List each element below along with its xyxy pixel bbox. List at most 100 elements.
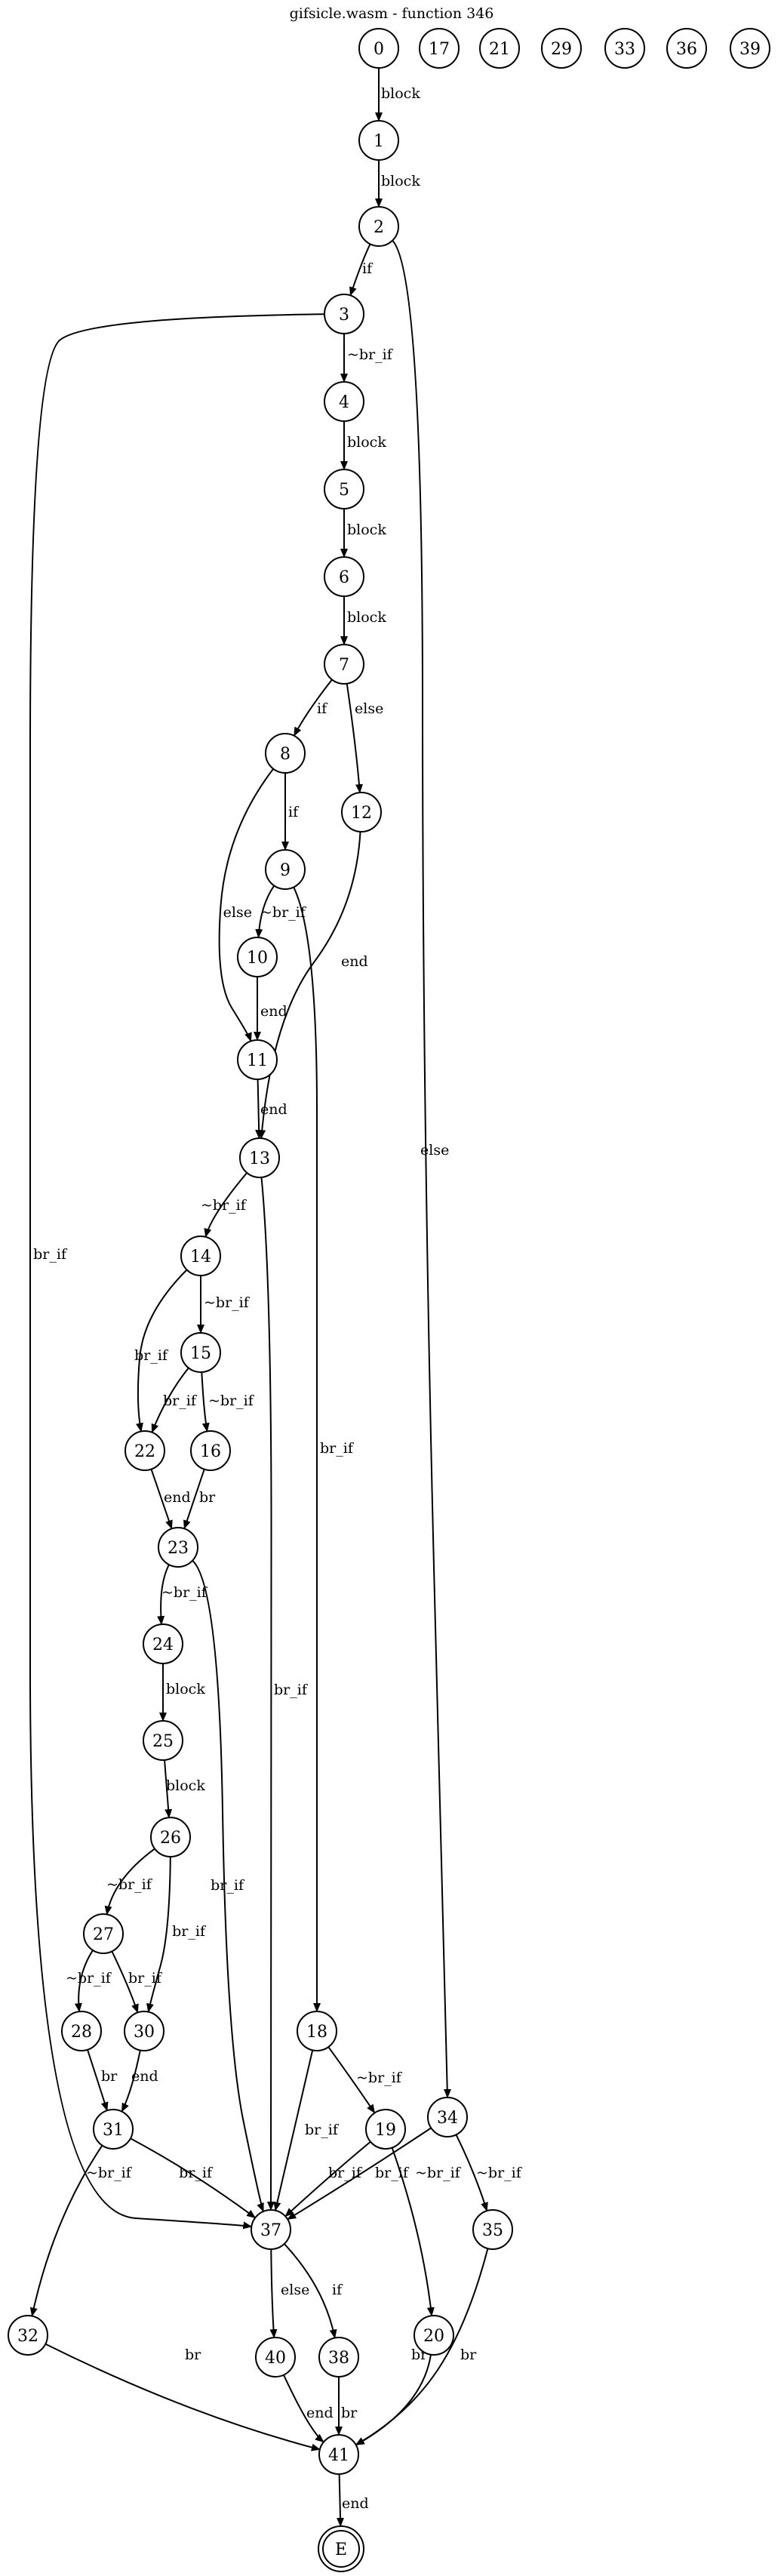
edge-label-10-11: end — [260, 1003, 287, 1020]
node-14: 14 — [180, 1236, 221, 1276]
edge-label-26-27: ~br_if — [106, 1876, 153, 1893]
edge-19-37 — [284, 2141, 371, 2217]
node-circle — [358, 28, 399, 69]
edge-31-37 — [130, 2137, 256, 2219]
node-label: 14 — [190, 1248, 211, 1266]
node-circle — [358, 120, 399, 161]
edge-label-3-4: ~br_if — [347, 346, 394, 363]
node-6: 6 — [324, 556, 364, 597]
node-circle — [143, 1720, 183, 1761]
node-circle — [666, 28, 707, 69]
node-label: 22 — [134, 1442, 155, 1461]
node-32: 32 — [8, 2315, 48, 2356]
edge-40-41 — [283, 2374, 324, 2443]
node-E: E — [318, 2525, 364, 2572]
node-circle — [251, 2209, 291, 2250]
edge-label-9-18: br_if — [320, 1440, 355, 1457]
node-5: 5 — [324, 469, 364, 509]
edge-13-14 — [204, 1172, 248, 1238]
edge-label-layer: blockblockifelse~br_ifbr_ifblockblockblo… — [33, 85, 523, 2512]
edge-label-30-31: end — [131, 2068, 158, 2085]
node-circle — [324, 381, 364, 422]
node-label: 40 — [265, 2349, 286, 2368]
edge-label-12-13: end — [341, 953, 368, 970]
edge-13-37 — [260, 1177, 275, 2211]
node-24: 24 — [143, 1623, 183, 1664]
node-label: 26 — [160, 1829, 181, 1848]
node-19: 19 — [365, 2109, 406, 2150]
node-20: 20 — [414, 2315, 454, 2356]
node-11: 11 — [237, 1039, 278, 1080]
edge-label-37-38: if — [332, 2282, 343, 2298]
node-label: 13 — [249, 1150, 270, 1168]
node-2: 2 — [358, 206, 399, 247]
node-label: 21 — [489, 40, 510, 59]
node-circle — [8, 2315, 48, 2356]
edge-label-35-41: br — [460, 2347, 477, 2363]
node-label: 16 — [200, 1442, 221, 1461]
node-label: 17 — [429, 40, 450, 59]
edge-label-26-30: br_if — [172, 1923, 207, 1940]
node-label: 7 — [339, 656, 349, 675]
node-circle — [239, 1137, 280, 1178]
edge-28-31 — [87, 2049, 109, 2112]
edge-label-28-31: br — [101, 2068, 118, 2085]
node-circle — [541, 28, 582, 69]
node-18: 18 — [297, 2011, 337, 2051]
node-circle — [479, 28, 520, 69]
node-label: 18 — [306, 2023, 327, 2042]
edge-label-15-22: br_if — [163, 1393, 198, 1409]
edge-label-2-34: else — [420, 1142, 449, 1159]
edge-26-27 — [104, 1848, 155, 1916]
node-circle — [237, 1039, 278, 1080]
node-label: 20 — [423, 2327, 444, 2346]
node-label: 6 — [339, 568, 349, 587]
node-circle — [265, 849, 306, 890]
node-circle — [604, 28, 645, 69]
edge-23-24 — [157, 1564, 170, 1626]
node-label: 38 — [328, 2349, 349, 2368]
edge-label-18-19: ~br_if — [356, 2070, 403, 2086]
node-36: 36 — [666, 28, 707, 69]
node-circle — [318, 2337, 359, 2377]
node-label: 32 — [17, 2327, 38, 2346]
node-26: 26 — [150, 1817, 191, 1857]
edge-26-30 — [146, 1856, 171, 2013]
edge-8-11 — [218, 768, 275, 1042]
edge-15-16 — [201, 1371, 210, 1433]
node-label: 25 — [152, 1732, 174, 1751]
edge-7-8 — [293, 679, 333, 737]
edge-label-2-3: if — [362, 260, 374, 277]
edge-16-23 — [183, 1469, 205, 1530]
node-circle — [150, 1817, 191, 1857]
edge-30-31 — [121, 2050, 141, 2113]
node-15: 15 — [180, 1332, 221, 1373]
edge-label-25-26: block — [166, 1777, 205, 1794]
node-label: 23 — [168, 1539, 189, 1558]
edge-7-12 — [346, 683, 363, 794]
node-circle — [414, 2315, 454, 2356]
edge-label-6-7: block — [347, 609, 386, 626]
edge-label-13-14: ~br_if — [201, 1197, 247, 1214]
edge-label-11-13: end — [260, 1101, 287, 1118]
edge-label-34-35: ~br_if — [476, 2165, 523, 2181]
edge-label-8-11: else — [223, 904, 252, 921]
edge-18-19 — [327, 2046, 376, 2114]
edge-32-41 — [45, 2343, 321, 2451]
node-circle — [180, 1236, 221, 1276]
node-label: 39 — [739, 40, 761, 59]
edge-label-34-37: br_if — [375, 2165, 410, 2181]
edge-label-18-37: br_if — [305, 2122, 340, 2138]
node-1: 1 — [358, 120, 399, 161]
edge-label-22-23: end — [164, 1489, 191, 1506]
node-circle — [180, 1332, 221, 1373]
edge-label-5-6: block — [347, 522, 386, 538]
edge-34-35 — [455, 2134, 488, 2212]
node-circle — [472, 2209, 513, 2250]
edge-label-4-5: block — [347, 434, 386, 451]
node-33: 33 — [604, 28, 645, 69]
edge-14-22 — [136, 1269, 188, 1433]
node-label: 36 — [676, 40, 697, 59]
node-circle — [255, 2337, 296, 2377]
node-label: 35 — [482, 2221, 503, 2240]
